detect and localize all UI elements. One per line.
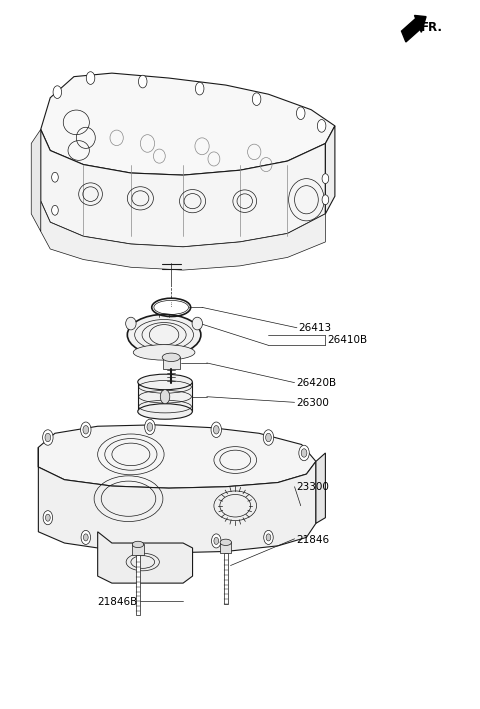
Circle shape xyxy=(214,425,219,434)
Circle shape xyxy=(264,530,273,545)
Polygon shape xyxy=(41,201,325,270)
Circle shape xyxy=(265,433,271,442)
Circle shape xyxy=(322,174,329,184)
Circle shape xyxy=(211,422,221,437)
Polygon shape xyxy=(41,130,325,247)
Circle shape xyxy=(147,423,153,431)
Circle shape xyxy=(212,534,221,548)
Circle shape xyxy=(43,430,53,445)
Circle shape xyxy=(301,449,307,457)
Ellipse shape xyxy=(133,345,195,360)
Ellipse shape xyxy=(220,539,231,545)
Circle shape xyxy=(214,537,219,545)
Polygon shape xyxy=(220,542,231,553)
Circle shape xyxy=(160,390,170,403)
FancyArrow shape xyxy=(401,16,426,42)
Text: 23300: 23300 xyxy=(296,482,329,493)
Polygon shape xyxy=(316,453,325,523)
Text: 26300: 26300 xyxy=(296,398,329,408)
Text: 26410B: 26410B xyxy=(327,335,367,345)
Circle shape xyxy=(263,430,274,445)
Circle shape xyxy=(138,75,147,88)
Text: 26420B: 26420B xyxy=(296,379,336,389)
Circle shape xyxy=(83,425,89,434)
Polygon shape xyxy=(38,447,316,553)
Circle shape xyxy=(195,82,204,95)
Circle shape xyxy=(81,422,91,437)
Text: FR.: FR. xyxy=(421,21,443,34)
Ellipse shape xyxy=(138,403,192,419)
Ellipse shape xyxy=(138,374,192,390)
Circle shape xyxy=(43,510,53,525)
Polygon shape xyxy=(163,357,180,369)
Ellipse shape xyxy=(192,317,203,330)
Polygon shape xyxy=(31,130,41,231)
Circle shape xyxy=(52,206,58,216)
Ellipse shape xyxy=(132,541,144,547)
Polygon shape xyxy=(38,425,316,489)
Circle shape xyxy=(46,514,50,521)
Circle shape xyxy=(266,534,271,541)
Polygon shape xyxy=(136,555,140,615)
Polygon shape xyxy=(224,553,228,604)
Circle shape xyxy=(144,419,155,435)
Circle shape xyxy=(52,172,58,182)
Polygon shape xyxy=(138,382,192,411)
Circle shape xyxy=(317,120,326,132)
Polygon shape xyxy=(132,545,144,555)
Circle shape xyxy=(252,93,261,106)
Circle shape xyxy=(84,534,88,541)
Circle shape xyxy=(322,195,329,205)
Circle shape xyxy=(81,530,91,545)
Polygon shape xyxy=(325,126,335,214)
Text: 26413: 26413 xyxy=(299,323,332,333)
Circle shape xyxy=(45,433,51,442)
Text: 21846B: 21846B xyxy=(97,597,138,607)
Circle shape xyxy=(86,72,95,84)
Polygon shape xyxy=(97,532,192,583)
Ellipse shape xyxy=(126,317,136,330)
Ellipse shape xyxy=(127,314,201,355)
Circle shape xyxy=(53,86,61,99)
Ellipse shape xyxy=(162,353,180,362)
Circle shape xyxy=(299,445,309,461)
Polygon shape xyxy=(41,73,335,175)
Circle shape xyxy=(297,107,305,120)
Text: 21846: 21846 xyxy=(296,535,329,545)
